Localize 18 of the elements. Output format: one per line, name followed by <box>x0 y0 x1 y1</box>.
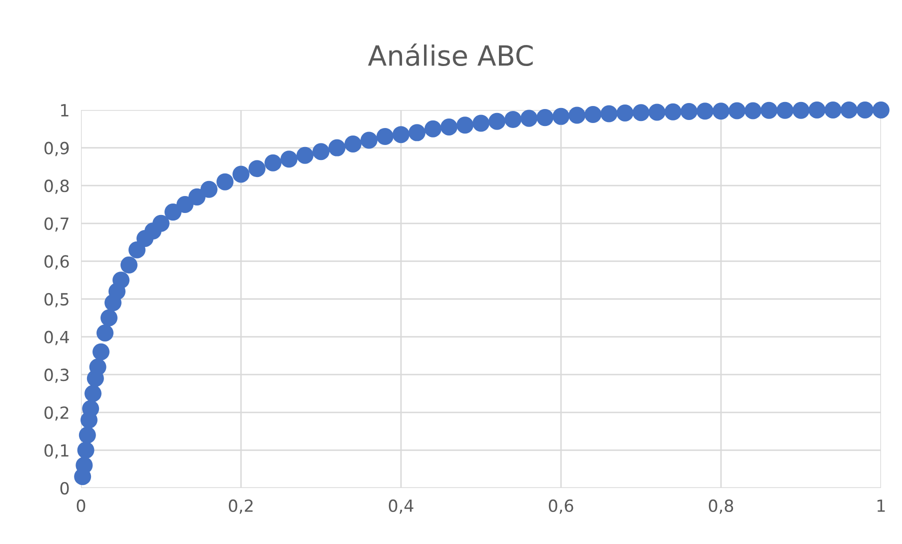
y-tick-label: 0,2 <box>44 406 68 421</box>
chart-title: Análise ABC <box>368 43 533 66</box>
x-tick-label: 0,8 <box>708 499 734 514</box>
x-tick-label: 0,4 <box>388 499 414 514</box>
y-tick-label: 0,1 <box>44 444 68 458</box>
y-tick-label: 0,6 <box>44 255 69 270</box>
y-tick-label: 0 <box>60 482 69 495</box>
x-tick-label: 0,2 <box>228 499 253 514</box>
y-tick-label: 0,9 <box>44 142 69 156</box>
y-tick-label: 0,7 <box>44 217 68 232</box>
x-tick-label: 0,6 <box>548 499 574 514</box>
y-tick-label: 0,4 <box>44 330 69 346</box>
y-tick-label: 0,5 <box>44 292 68 308</box>
y-tick-label: 0,3 <box>44 368 69 383</box>
x-tick-label: 1 <box>878 500 885 512</box>
x-tick-label: 0 <box>76 499 86 512</box>
y-tick-label: 1 <box>61 104 68 116</box>
y-tick-label: 0,8 <box>44 180 69 194</box>
